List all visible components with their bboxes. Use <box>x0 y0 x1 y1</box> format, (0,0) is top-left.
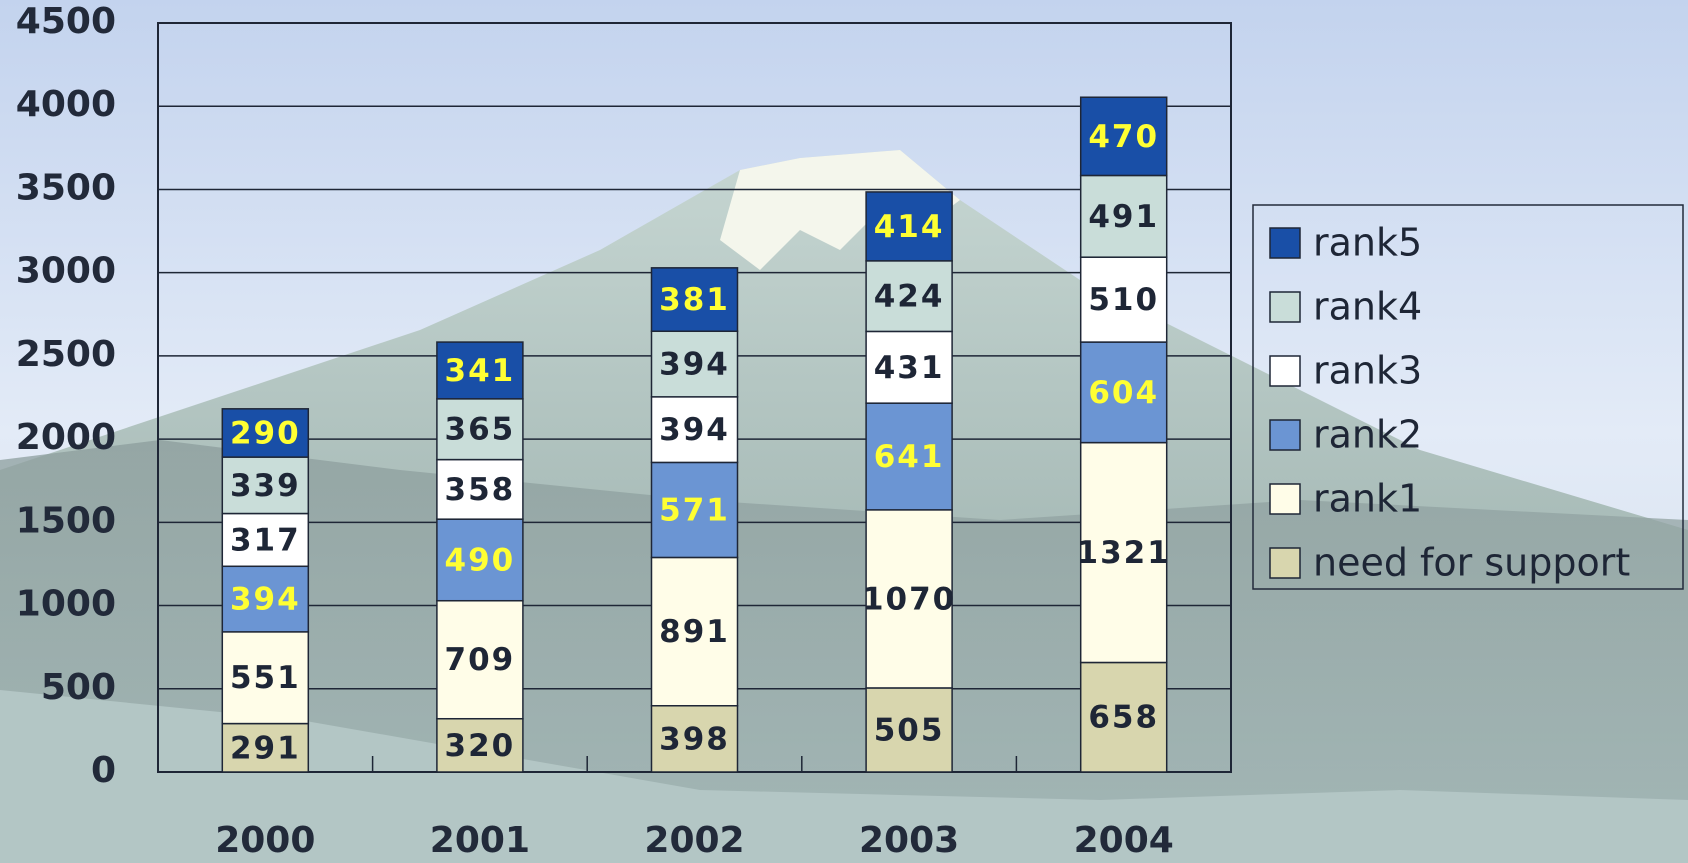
value-label: 317 <box>230 522 301 558</box>
legend-swatch <box>1269 547 1301 579</box>
legend-label: rank5 <box>1313 221 1422 265</box>
value-label: 394 <box>659 412 730 448</box>
bar-segment <box>650 461 739 559</box>
y-tick-label: 1500 <box>16 500 116 541</box>
bar-segment <box>865 402 953 511</box>
value-label: 431 <box>874 350 945 386</box>
bar-segment <box>865 191 953 262</box>
value-label: 470 <box>1088 119 1159 155</box>
value-label: 365 <box>445 412 516 448</box>
value-label: 490 <box>445 542 516 578</box>
legend-swatch <box>1269 483 1301 515</box>
foreground <box>0 690 1688 863</box>
value-label: 571 <box>659 492 730 528</box>
value-label: 414 <box>874 209 945 245</box>
value-label: 491 <box>1088 199 1159 235</box>
x-tick-label: 2002 <box>644 820 744 861</box>
bar-segment <box>1079 661 1168 773</box>
bar-segment <box>221 456 310 515</box>
x-tick-label: 2000 <box>215 820 315 861</box>
x-tick-label: 2001 <box>430 820 530 861</box>
value-label: 290 <box>230 415 301 451</box>
legend-label: need for support <box>1313 541 1630 585</box>
bar-segment <box>650 396 739 464</box>
legend-label: rank4 <box>1313 285 1422 329</box>
bar-segment <box>1079 441 1168 664</box>
value-label: 320 <box>445 728 516 764</box>
value-label: 358 <box>445 472 516 508</box>
value-label: 505 <box>874 712 945 748</box>
y-tick-label: 500 <box>41 667 116 708</box>
y-tick-label: 2500 <box>16 334 116 375</box>
bar-segment <box>221 631 310 725</box>
legend-swatch <box>1269 419 1301 451</box>
bar-segment <box>650 705 739 773</box>
bar-segment <box>1079 96 1168 177</box>
legend-label: rank2 <box>1313 413 1422 457</box>
bar-segment <box>650 267 739 333</box>
bar-segment <box>436 341 524 400</box>
legend-label: rank3 <box>1313 349 1422 393</box>
value-label: 1321 <box>1077 535 1171 571</box>
y-tick-label: 2000 <box>16 417 116 458</box>
value-label: 339 <box>230 468 301 504</box>
value-label: 394 <box>230 582 301 618</box>
value-label: 398 <box>659 721 730 757</box>
bar-segment <box>221 408 310 458</box>
y-tick-label: 1000 <box>16 584 116 625</box>
value-label: 641 <box>874 439 945 475</box>
snow-cap <box>720 150 960 270</box>
bar-segment <box>650 330 739 398</box>
bar-segment <box>865 509 953 689</box>
bar-segment <box>436 717 524 773</box>
legend-swatch <box>1269 355 1301 387</box>
y-tick-label: 4000 <box>16 84 116 125</box>
legend-label: rank1 <box>1313 477 1422 521</box>
value-label: 424 <box>874 279 945 315</box>
legend-box <box>1252 204 1684 590</box>
bar-segment <box>436 518 524 602</box>
value-label: 381 <box>659 282 730 318</box>
bar-segment <box>436 599 524 720</box>
bar-segment <box>436 398 524 461</box>
y-tick-label: 3500 <box>16 167 116 208</box>
y-tick-label: 0 <box>91 750 116 791</box>
y-tick-label: 3000 <box>16 251 116 292</box>
x-tick-label: 2004 <box>1074 820 1174 861</box>
bar-segment <box>650 556 739 707</box>
value-label: 891 <box>659 614 730 650</box>
bar-segment <box>221 565 310 633</box>
value-label: 551 <box>230 660 301 696</box>
value-label: 394 <box>659 347 730 383</box>
value-label: 604 <box>1088 375 1159 411</box>
bar-segment <box>436 458 524 520</box>
value-label: 658 <box>1088 700 1159 736</box>
value-label: 341 <box>445 353 516 389</box>
value-label: 1070 <box>862 581 956 617</box>
y-tick-label: 4500 <box>16 1 116 42</box>
bar-segment <box>221 722 310 773</box>
bar-segment <box>221 512 310 568</box>
x-tick-label: 2003 <box>859 820 959 861</box>
legend-swatch <box>1269 291 1301 323</box>
legend-swatch <box>1269 227 1301 259</box>
bar-segment <box>865 687 953 773</box>
value-label: 709 <box>445 642 516 678</box>
value-label: 291 <box>230 730 301 766</box>
value-label: 510 <box>1088 282 1159 318</box>
